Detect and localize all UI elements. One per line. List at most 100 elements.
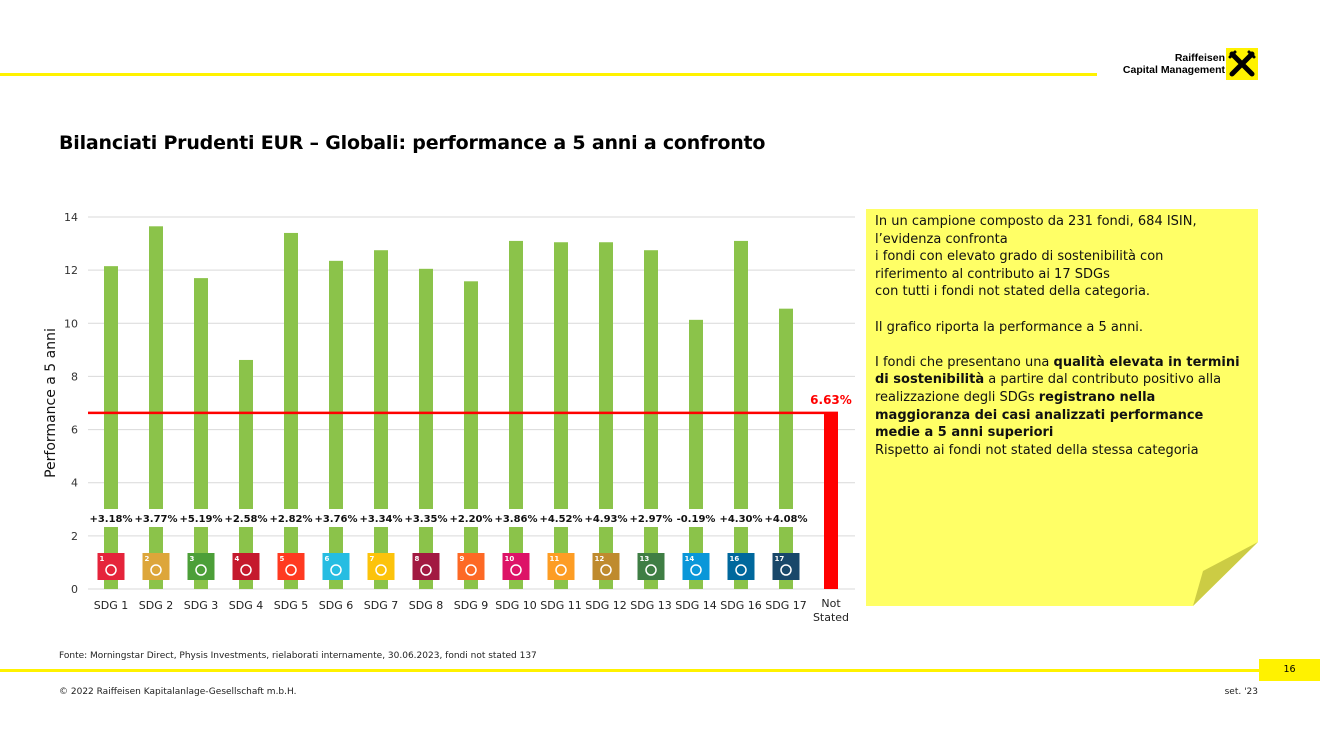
diff-label: +4.30% bbox=[719, 514, 762, 525]
diff-label-bg bbox=[133, 509, 179, 527]
diff-label: +3.35% bbox=[404, 514, 447, 525]
source-note: Fonte: Morningstar Direct, Physis Invest… bbox=[59, 651, 537, 661]
sdg-icon-number: 12 bbox=[595, 555, 605, 563]
diff-label: +4.93% bbox=[584, 514, 627, 525]
copyright: © 2022 Raiffeisen Kapitalanlage-Gesellsc… bbox=[59, 687, 297, 697]
note-line: In un campione composto da 231 fondi, 68… bbox=[875, 214, 1197, 229]
y-axis-label: Performance a 5 anni bbox=[43, 328, 59, 478]
x-tick-label: SDG 17 bbox=[765, 599, 806, 612]
diff-label-bg bbox=[718, 509, 764, 527]
sdg-icon-glyph bbox=[420, 564, 432, 576]
diff-label: +3.76% bbox=[314, 514, 357, 525]
sdg-icon-number: 7 bbox=[370, 555, 375, 563]
sdg-icon-glyph bbox=[465, 564, 477, 576]
diff-label: +2.97% bbox=[629, 514, 672, 525]
sdg-icon-number: 10 bbox=[505, 555, 515, 563]
brand-name: Raiffeisen Capital Management bbox=[1097, 52, 1225, 76]
diff-label: +4.52% bbox=[539, 514, 582, 525]
sdg-icon-glyph bbox=[150, 564, 162, 576]
sdg-icon-number: 9 bbox=[460, 555, 465, 563]
bar-sdg bbox=[689, 319, 703, 589]
diff-label: +3.18% bbox=[89, 514, 132, 525]
footer-accent-line bbox=[0, 669, 1259, 672]
bar-not-stated bbox=[824, 412, 838, 589]
diff-label: +3.34% bbox=[359, 514, 402, 525]
brand-line-2: Capital Management bbox=[1122, 64, 1225, 76]
x-tick-label: SDG 14 bbox=[675, 599, 716, 612]
diff-label-bg bbox=[88, 509, 134, 527]
diff-label-bg bbox=[313, 509, 359, 527]
bar-sdg bbox=[779, 308, 793, 589]
sdg-icon-number: 1 bbox=[100, 555, 105, 563]
diff-label-bg bbox=[493, 509, 539, 527]
bar-sdg bbox=[149, 226, 163, 590]
bar-sdg bbox=[464, 281, 478, 589]
sdg-icon-number: 13 bbox=[640, 555, 650, 563]
note-text-part: I fondi che presentano una bbox=[875, 354, 1054, 370]
x-tick-label: SDG 2 bbox=[139, 599, 173, 612]
bar-sdg bbox=[419, 268, 433, 589]
note-line: i fondi con elevato grado di sostenibili… bbox=[875, 249, 1164, 265]
bar-sdg bbox=[329, 260, 343, 589]
note-text-part: Rispetto ai fondi not stated della stess… bbox=[875, 442, 1199, 458]
diff-label: -0.19% bbox=[677, 514, 716, 525]
bar-sdg bbox=[554, 242, 568, 589]
diff-label-bg bbox=[223, 509, 269, 527]
diff-label-bg bbox=[448, 509, 494, 527]
note-bold-part: qualità elevata in termini di sostenibil… bbox=[875, 354, 1240, 388]
sdg-icon-number: 4 bbox=[235, 555, 240, 563]
x-tick-label: SDG 8 bbox=[409, 599, 443, 612]
diff-label-bg bbox=[583, 509, 629, 527]
note-text-part: a partire dal contributo positivo alla r… bbox=[875, 372, 1222, 405]
sdg-icon-glyph bbox=[645, 564, 657, 576]
note-bold-part: registrano nella maggioranza dei casi an… bbox=[875, 389, 1204, 441]
x-tick-label: SDG 4 bbox=[229, 599, 263, 612]
bar-sdg bbox=[239, 359, 253, 589]
y-tick-label: 0 bbox=[71, 583, 78, 596]
sdg-icon-number: 2 bbox=[145, 555, 150, 563]
x-tick-label: SDG 7 bbox=[364, 599, 398, 612]
diff-label: +4.08% bbox=[764, 514, 807, 525]
y-tick-label: 6 bbox=[71, 424, 78, 437]
note-line: con tutti i fondi not stated della categ… bbox=[875, 284, 1151, 300]
bar-sdg bbox=[284, 232, 298, 589]
y-tick-label: 14 bbox=[64, 211, 78, 224]
sdg-icon-number: 16 bbox=[730, 555, 740, 563]
page-number: 16 bbox=[1259, 659, 1320, 681]
diff-label: +2.58% bbox=[224, 514, 267, 525]
sdg-icon-glyph bbox=[690, 564, 702, 576]
sdg-icon-number: 8 bbox=[415, 555, 420, 563]
sdg-icon-number: 17 bbox=[775, 555, 785, 563]
y-tick-label: 4 bbox=[71, 477, 78, 490]
bar-sdg bbox=[374, 250, 388, 589]
diff-label: +3.77% bbox=[134, 514, 177, 525]
diff-label-bg bbox=[403, 509, 449, 527]
sdg-icon-number: 6 bbox=[325, 555, 330, 563]
sdg-icon-number: 5 bbox=[280, 555, 285, 563]
x-tick-label: Not bbox=[821, 597, 841, 610]
bar-sdg bbox=[104, 266, 118, 589]
x-tick-label: SDG 5 bbox=[274, 599, 308, 612]
sdg-icon-glyph bbox=[330, 564, 342, 576]
sdg-icon-glyph bbox=[735, 564, 747, 576]
x-tick-label: SDG 16 bbox=[720, 599, 761, 612]
diff-label: +2.20% bbox=[449, 514, 492, 525]
note-line: Il grafico riporta la performance a 5 an… bbox=[875, 319, 1144, 335]
x-tick-label: SDG 10 bbox=[495, 599, 536, 612]
sdg-icon-glyph bbox=[105, 564, 117, 576]
sdg-icon-glyph bbox=[195, 564, 207, 576]
sdg-icon-number: 3 bbox=[190, 555, 195, 563]
diff-label-bg bbox=[673, 509, 719, 527]
bar-sdg bbox=[509, 240, 523, 589]
bar-sdg bbox=[644, 250, 658, 589]
diff-label: +2.82% bbox=[269, 514, 312, 525]
sdg-icon-glyph bbox=[285, 564, 297, 576]
diff-label-bg bbox=[268, 509, 314, 527]
brand-line-1: Raiffeisen bbox=[1174, 52, 1225, 64]
diff-label: +3.86% bbox=[494, 514, 537, 525]
diff-label-bg bbox=[763, 509, 809, 527]
x-tick-label: SDG 11 bbox=[540, 599, 581, 612]
header-accent-line bbox=[0, 73, 1097, 76]
diff-label-bg bbox=[178, 509, 224, 527]
raiffeisen-logo-icon bbox=[1226, 48, 1258, 80]
